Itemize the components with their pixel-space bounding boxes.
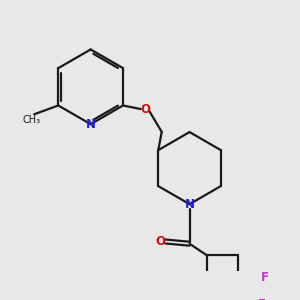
Text: CH₃: CH₃ [23,115,41,125]
Text: F: F [261,271,269,284]
Text: F: F [258,298,266,300]
Text: O: O [155,235,165,248]
Text: N: N [86,118,96,131]
Text: N: N [184,198,195,211]
Text: O: O [140,103,150,116]
